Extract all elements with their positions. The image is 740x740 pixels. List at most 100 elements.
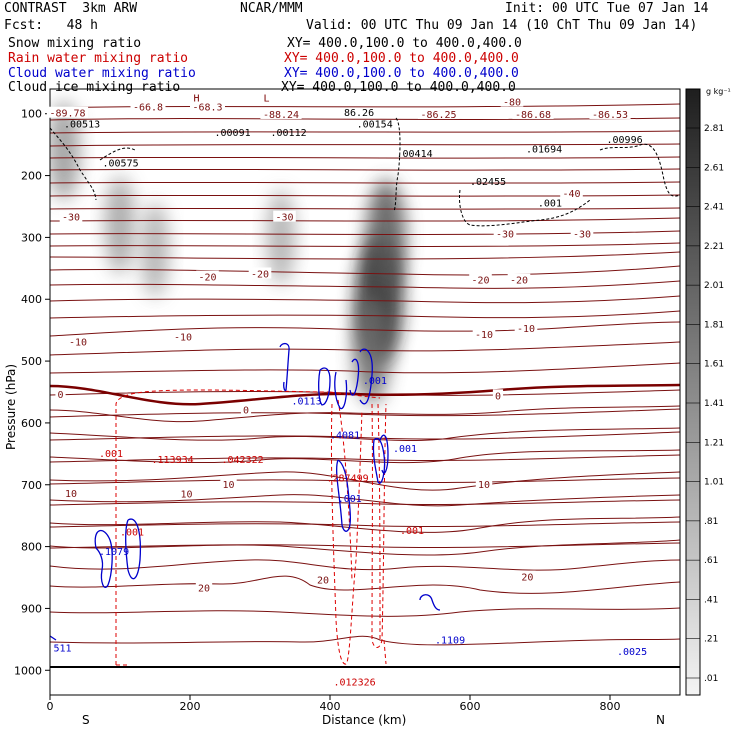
temperature-label-bg	[560, 187, 583, 199]
isotherm	[50, 181, 680, 184]
temperature-label: 10	[65, 489, 77, 500]
isotherm	[50, 168, 680, 171]
isotherm	[50, 251, 680, 260]
temperature-label: -10	[517, 324, 535, 335]
temperature-label: 0	[243, 406, 249, 417]
colorbar-level: 2.41	[704, 203, 724, 213]
extremum-label: .00154	[357, 119, 393, 130]
colorbar-gradient	[685, 88, 701, 696]
isotherm	[50, 635, 680, 646]
extremum-label: .1079	[99, 547, 129, 558]
field-cloudwater-xy: XY= 400.0,100.0 to 400.0,400.0	[284, 66, 519, 81]
extremum-label: .02455	[470, 177, 506, 188]
extremum-label: .001	[393, 444, 417, 455]
y-tick-label: 300	[21, 231, 42, 244]
temperature-label-bg	[500, 95, 524, 107]
x-axis-label: Distance (km)	[322, 713, 406, 727]
y-tick-label: 800	[21, 541, 42, 554]
isotherm	[50, 471, 680, 491]
temperature-label: -30	[62, 213, 80, 224]
y-tick-label: 700	[21, 479, 42, 492]
field-rain-xy: XY= 400.0,100.0 to 400.0,400.0	[284, 51, 519, 66]
plot-frame	[49, 88, 681, 696]
x-tick-label: 0	[47, 700, 54, 713]
colorbar-unit: g kg⁻¹	[706, 87, 731, 96]
y-tick-label: 1000	[14, 664, 42, 677]
isotherm	[50, 427, 680, 442]
temperature-label: -89.78	[49, 109, 85, 120]
temperature-label-bg	[519, 570, 536, 582]
temperature-label: 20	[198, 584, 210, 595]
field-cloudwater-label: Cloud water mixing ratio	[8, 66, 196, 81]
colorbar-level: .81	[704, 517, 718, 527]
temperature-label: -80	[503, 98, 521, 109]
extremum-label: .00414	[397, 149, 433, 160]
isotherm	[50, 516, 680, 533]
temperature-label: -20	[198, 273, 216, 284]
field-snow-label: Snow mixing ratio	[8, 36, 142, 51]
temperature-label-bg	[570, 227, 594, 239]
temperature-label: -10	[475, 330, 493, 341]
temperature-label: -30	[573, 229, 591, 240]
isotherm	[50, 539, 680, 556]
temperature-label-bg	[493, 227, 517, 239]
temperature-label-bg	[507, 273, 531, 285]
temperature-label-bg	[248, 267, 272, 279]
isotherm	[50, 559, 680, 571]
temperature-label-bg	[59, 210, 83, 222]
colorbar-level: 1.61	[704, 360, 724, 370]
y-tick-label: 500	[21, 355, 42, 368]
isotherm	[50, 207, 680, 210]
temperature-label: -20	[471, 276, 489, 287]
extremum-label: .001	[120, 527, 144, 538]
temperature-label: 10	[180, 490, 192, 501]
temperature-label: 20	[521, 573, 533, 584]
isotherm	[50, 494, 680, 507]
temperature-label-bg	[260, 107, 302, 119]
temperature-label: -40	[562, 189, 580, 200]
extremum-label: .00513	[64, 119, 100, 130]
isotherm	[50, 341, 680, 356]
extremum-label: .0113	[292, 396, 322, 407]
temperature-label-bg	[514, 321, 538, 333]
extremum-label: .001	[538, 198, 562, 209]
colorbar-level: 2.81	[704, 124, 724, 134]
institution-title: NCAR/MMM	[240, 1, 303, 16]
temperature-label-bg	[273, 210, 296, 222]
temperature-label-bg	[417, 107, 460, 119]
isotherm	[50, 117, 680, 121]
temperature-label-bg	[46, 106, 89, 118]
colorbar-level: 1.81	[704, 320, 724, 330]
x-end-label-right: N	[656, 713, 665, 727]
isotherm	[50, 405, 680, 423]
temperature-label: -86.53	[592, 110, 628, 121]
isotherm	[50, 217, 680, 222]
field-rain-label: Rain water mixing ratio	[8, 51, 189, 66]
temperature-label-bg	[55, 388, 66, 400]
x-end-label-left: S	[82, 713, 90, 727]
isotherm	[50, 321, 680, 337]
temperature-label: -30	[275, 213, 293, 224]
temperature-label: -86.68	[515, 110, 551, 121]
temperature-label-bg	[196, 270, 219, 282]
temperature-label-bg	[195, 581, 213, 593]
extremum-label: 86.26	[344, 108, 374, 119]
isotherm	[50, 156, 680, 159]
extremum-label: .4081	[330, 430, 360, 441]
x-tick-label: 600	[460, 700, 481, 713]
isotherm	[50, 575, 680, 594]
extremum-label: .00112	[271, 128, 307, 139]
colorbar: 2.81 2.61 2.41 2.21 2.01 1.81 1.61 1.41 1.21 1.01…	[685, 88, 724, 696]
isotherm	[50, 454, 680, 463]
colorbar-level: 1.21	[704, 438, 724, 448]
extremum-label: .00091	[215, 128, 251, 139]
isotherm	[50, 449, 680, 464]
colorbar-level: 2.21	[704, 242, 724, 252]
isotherm	[50, 295, 680, 304]
temperature-label-bg	[130, 100, 166, 112]
extremum-label: .00996	[607, 135, 643, 146]
extremum-label: .287499	[327, 474, 369, 485]
x-tick-label: 400	[320, 700, 341, 713]
extremum-label: .001	[338, 494, 362, 505]
temperature-label-bg	[178, 487, 195, 499]
